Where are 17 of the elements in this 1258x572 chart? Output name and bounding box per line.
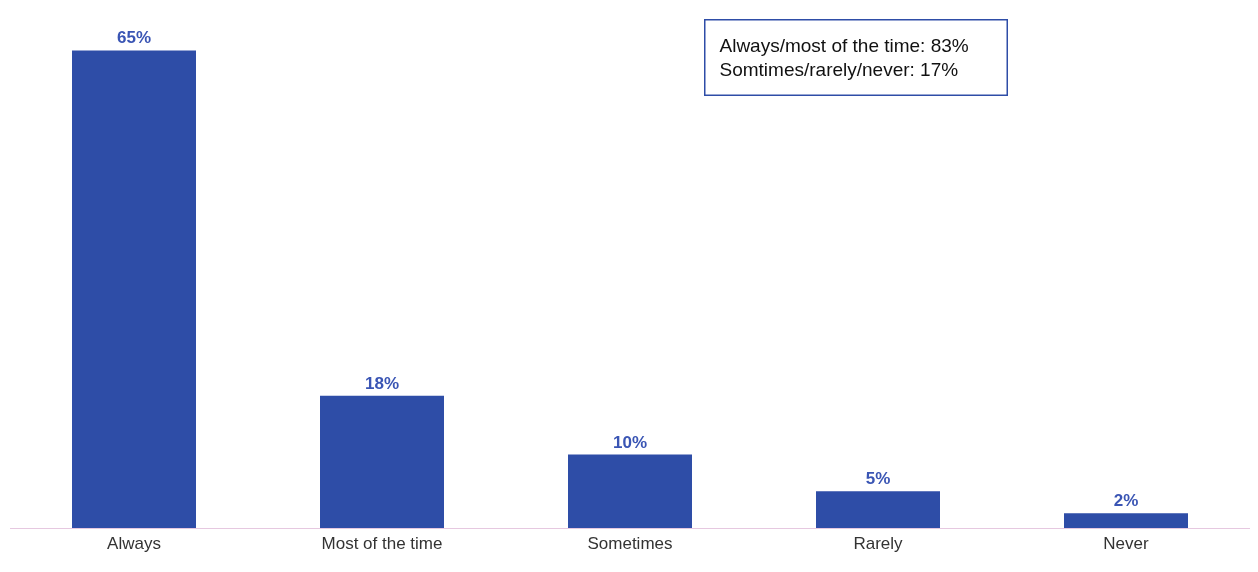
- x-tick-label: Never: [1103, 534, 1150, 554]
- bar: [72, 50, 196, 528]
- bar: [816, 491, 940, 528]
- x-tick-label: Sometimes: [587, 534, 673, 554]
- bar: [320, 395, 444, 528]
- x-tick-label: Always: [107, 534, 161, 554]
- x-tick-label: Rarely: [853, 534, 904, 554]
- annotation: Somtimes/rarely/never: 17%: [719, 59, 993, 81]
- x-tick-label: Most of the time: [321, 534, 443, 554]
- data-label: 18%: [364, 373, 400, 393]
- data-label: 2%: [1113, 491, 1139, 511]
- data-label: 65%: [116, 28, 152, 48]
- data-label: 10%: [612, 432, 648, 452]
- annotation: Always/most of the time: 83%: [719, 34, 969, 56]
- data-label: 5%: [865, 469, 891, 489]
- bar: [1064, 513, 1188, 528]
- bar: [568, 454, 692, 528]
